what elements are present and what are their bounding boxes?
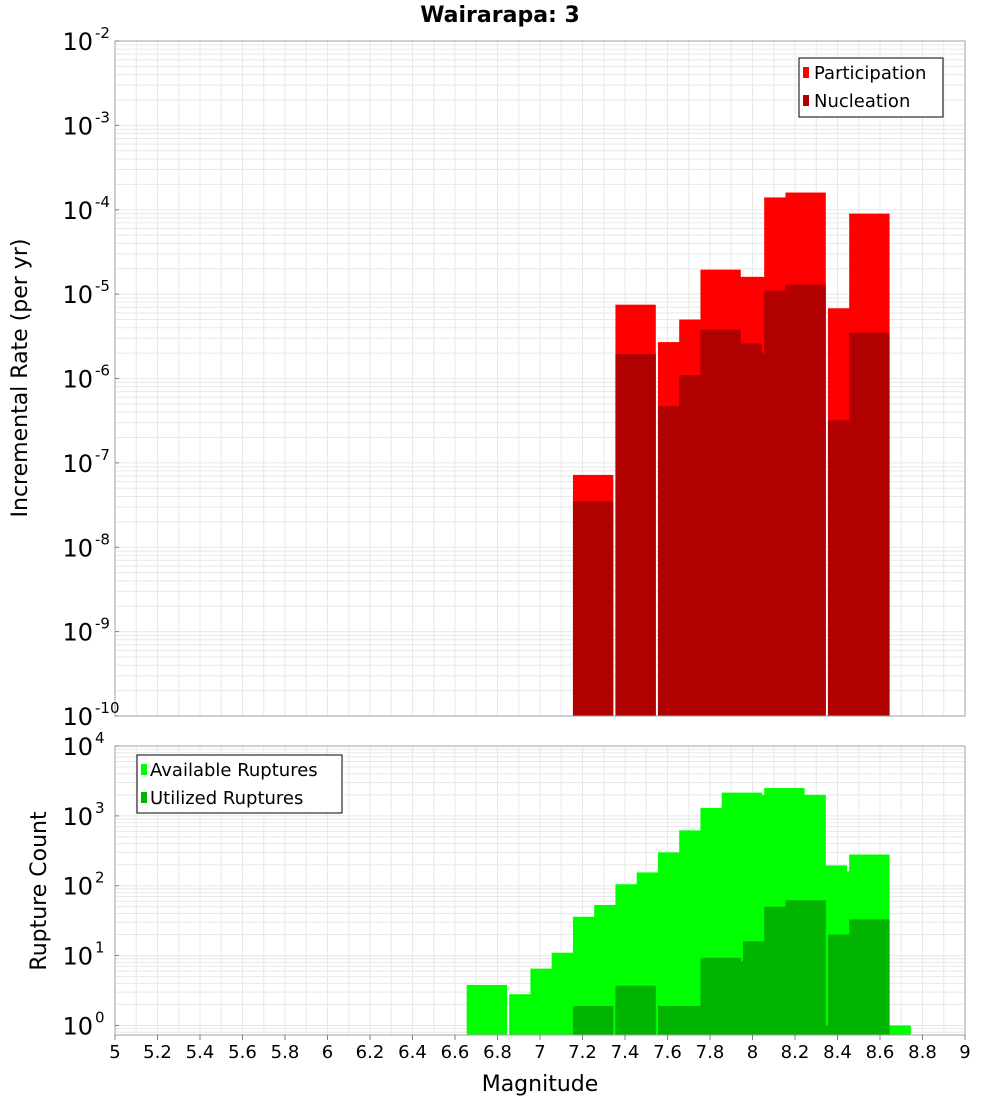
top-ytick-label: 10 [62, 28, 93, 56]
bottom-legend: Available Ruptures Utilized Ruptures [136, 754, 343, 814]
bottom-legend-box [136, 754, 343, 814]
legend-label-available-ruptures: Available Ruptures [150, 760, 318, 781]
top-bar-b [785, 284, 826, 716]
xtick-label: 6.8 [483, 1042, 512, 1063]
bottom-ytick-exp: 3 [95, 799, 105, 817]
xtick-label: 7.4 [611, 1042, 640, 1063]
bottom-bar-a [870, 1025, 911, 1035]
xtick-label: 8.8 [908, 1042, 937, 1063]
xtick-label: 5.4 [186, 1042, 215, 1063]
top-bar-b [572, 501, 614, 716]
top-y-ticks: 10-210-310-410-510-610-710-810-910-10 [62, 24, 119, 731]
xtick-label: 9 [959, 1042, 970, 1063]
legend-label-utilized-ruptures: Utilized Ruptures [150, 788, 303, 809]
bottom-ytick-label: 10 [62, 803, 93, 831]
top-legend: Participation Nucleation [798, 57, 944, 118]
bottom-ytick-label: 10 [62, 1012, 93, 1040]
xtick-label: 8.2 [781, 1042, 810, 1063]
top-ytick-label: 10 [62, 534, 93, 562]
top-bars [572, 192, 890, 717]
top-ytick-exp: -4 [95, 193, 110, 211]
top-ytick-label: 10 [62, 112, 93, 140]
top-ytick-exp: -8 [95, 530, 110, 548]
top-ytick-label: 10 [62, 450, 93, 478]
x-axis-label: Magnitude [482, 1072, 599, 1097]
top-ytick-label: 10 [62, 197, 93, 225]
top-ytick-label: 10 [62, 703, 93, 731]
xtick-label: 8.4 [823, 1042, 852, 1063]
xtick-label: 8 [747, 1042, 758, 1063]
legend-swatch-available-ruptures [141, 764, 147, 775]
bottom-ytick-exp: 4 [95, 729, 105, 747]
bottom-bar-b [806, 1025, 848, 1035]
xtick-label: 7.2 [568, 1042, 597, 1063]
bottom-ytick-label: 10 [62, 943, 93, 971]
top-ytick-exp: -9 [95, 615, 110, 633]
top-bar-b [849, 332, 890, 716]
xtick-label: 6.2 [356, 1042, 385, 1063]
bottom-ytick-label: 10 [62, 873, 93, 901]
top-ytick-exp: -6 [95, 362, 110, 380]
legend-swatch-utilized-ruptures [141, 792, 147, 803]
legend-label-participation: Participation [814, 63, 926, 84]
legend-label-nucleation: Nucleation [814, 91, 910, 112]
bottom-ytick-exp: 1 [95, 939, 105, 957]
top-ytick-label: 10 [62, 281, 93, 309]
xtick-label: 5.6 [228, 1042, 257, 1063]
bottom-bar-b [785, 900, 826, 1035]
bottom-bar-a [466, 984, 508, 1035]
bottom-ytick-exp: 0 [95, 1008, 105, 1026]
bottom-y-axis-label: Rupture Count [27, 811, 52, 971]
xtick-label: 6.4 [398, 1042, 427, 1063]
top-ytick-exp: -2 [95, 24, 110, 42]
xtick-label: 5.2 [143, 1042, 172, 1063]
top-ytick-label: 10 [62, 619, 93, 647]
xtick-label: 7.6 [653, 1042, 682, 1063]
top-ytick-exp: -3 [95, 108, 110, 126]
legend-swatch-nucleation [803, 95, 809, 106]
top-bar-b [615, 354, 656, 716]
xtick-label: 8.6 [866, 1042, 895, 1063]
x-ticks: 5 5.2 5.4 5.6 5.8 6 6.2 6.4 6.6 6.8 7 7.2 7.4 7.6 7.8 8… [109, 1035, 971, 1063]
xtick-label: 6.6 [441, 1042, 470, 1063]
xtick-label: 5.8 [271, 1042, 300, 1063]
top-y-axis-label: Incremental Rate (per yr) [8, 239, 33, 518]
legend-swatch-participation [803, 67, 809, 78]
bottom-bar-b [572, 1005, 614, 1035]
bottom-ytick-exp: 2 [95, 869, 105, 887]
bottom-bar-b [849, 919, 890, 1035]
top-ytick-exp: -5 [95, 277, 110, 295]
chart-title: Wairarapa: 3 [420, 3, 580, 28]
bottom-bar-b [615, 985, 656, 1035]
top-legend-box [798, 57, 944, 118]
bottom-bars [466, 788, 911, 1035]
top-ytick-exp: -7 [95, 446, 110, 464]
xtick-label: 5 [109, 1042, 120, 1063]
xtick-label: 6 [322, 1042, 333, 1063]
top-plot: 10-210-310-410-510-610-710-810-910-10 In… [8, 24, 966, 731]
top-ytick-exp: -10 [95, 699, 120, 717]
xtick-label: 7 [534, 1042, 545, 1063]
bottom-ytick-label: 10 [62, 733, 93, 761]
top-ytick-label: 10 [62, 366, 93, 394]
xtick-label: 7.8 [696, 1042, 725, 1063]
